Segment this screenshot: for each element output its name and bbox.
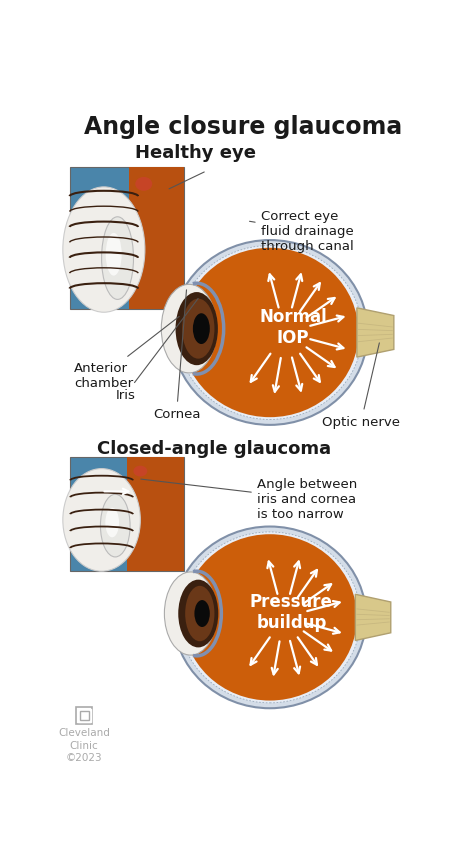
Ellipse shape — [133, 466, 147, 477]
Ellipse shape — [175, 293, 218, 366]
Ellipse shape — [179, 532, 361, 703]
Ellipse shape — [194, 601, 210, 627]
Ellipse shape — [164, 572, 217, 655]
Bar — [70, 168, 183, 310]
Text: Angle closure glaucoma: Angle closure glaucoma — [84, 115, 402, 139]
Polygon shape — [356, 595, 391, 641]
Bar — [70, 458, 183, 572]
Ellipse shape — [193, 314, 210, 345]
Text: Cleveland
Clinic
©2023: Cleveland Clinic ©2023 — [58, 728, 110, 763]
Ellipse shape — [63, 188, 145, 313]
Bar — [129, 168, 183, 310]
Ellipse shape — [161, 285, 217, 374]
Ellipse shape — [172, 241, 368, 426]
Text: Angle between
iris and cornea
is too narrow: Angle between iris and cornea is too nar… — [141, 478, 357, 520]
Bar — [76, 707, 92, 724]
Ellipse shape — [177, 247, 362, 420]
Text: Healthy eye: Healthy eye — [135, 143, 255, 161]
Text: Correct eye
fluid drainage
through canal: Correct eye fluid drainage through canal — [249, 210, 354, 253]
Polygon shape — [357, 309, 394, 357]
Text: Optic nerve: Optic nerve — [322, 344, 400, 428]
Bar — [80, 711, 89, 720]
Ellipse shape — [101, 218, 134, 300]
Ellipse shape — [182, 248, 358, 418]
Text: Anterior
chamber: Anterior chamber — [74, 317, 179, 389]
Ellipse shape — [173, 527, 366, 708]
Ellipse shape — [183, 535, 357, 700]
Text: Cornea: Cornea — [153, 291, 201, 421]
Bar — [127, 458, 183, 572]
Ellipse shape — [100, 495, 130, 557]
Ellipse shape — [105, 508, 119, 537]
Text: Normal
IOP: Normal IOP — [259, 308, 327, 346]
Ellipse shape — [63, 469, 140, 572]
Text: Iris: Iris — [116, 299, 198, 401]
Ellipse shape — [135, 177, 152, 192]
Ellipse shape — [185, 586, 214, 641]
Ellipse shape — [106, 234, 122, 276]
Text: Closed-angle glaucoma: Closed-angle glaucoma — [97, 439, 331, 457]
Text: Pressure
buildup: Pressure buildup — [250, 592, 333, 631]
Bar — [78, 709, 91, 722]
Ellipse shape — [182, 299, 214, 359]
Ellipse shape — [178, 580, 219, 647]
